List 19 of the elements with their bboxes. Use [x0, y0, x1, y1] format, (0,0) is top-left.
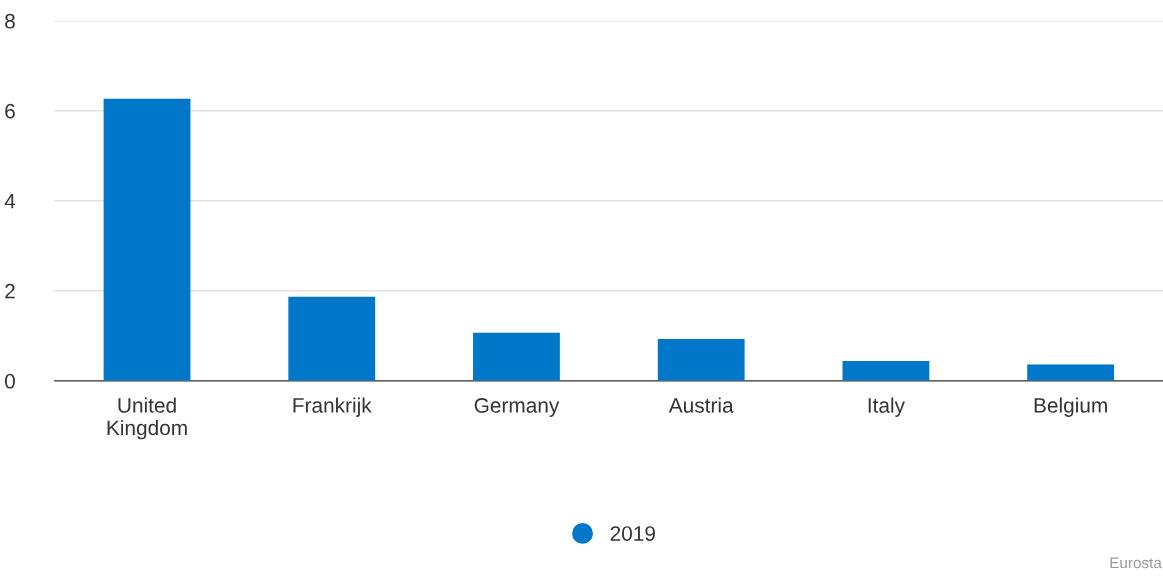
y-tick-label: 8 [5, 13, 15, 29]
x-tick-label: Belgium [1034, 397, 1107, 417]
x-tick-label: Austria [668, 397, 734, 413]
x-tick-label: Germany [474, 398, 560, 417]
bar [657, 338, 745, 381]
bar [473, 332, 560, 381]
bar [103, 98, 191, 381]
bar [288, 296, 376, 381]
bar [842, 361, 930, 381]
y-tick-label: 2 [5, 283, 15, 299]
bar [1027, 364, 1115, 381]
x-tick-label: Italy [868, 397, 905, 417]
x-tick-label: United Kingdom [107, 397, 187, 440]
text: Eurosta [1110, 557, 1162, 569]
x-tick-label: Frankrijk [293, 397, 372, 417]
y-tick-label: 4 [4, 194, 16, 209]
legend-label: 2019 [610, 526, 655, 541]
y-tick-label: 6 [5, 103, 15, 119]
y-tick-label: 0 [5, 373, 15, 389]
